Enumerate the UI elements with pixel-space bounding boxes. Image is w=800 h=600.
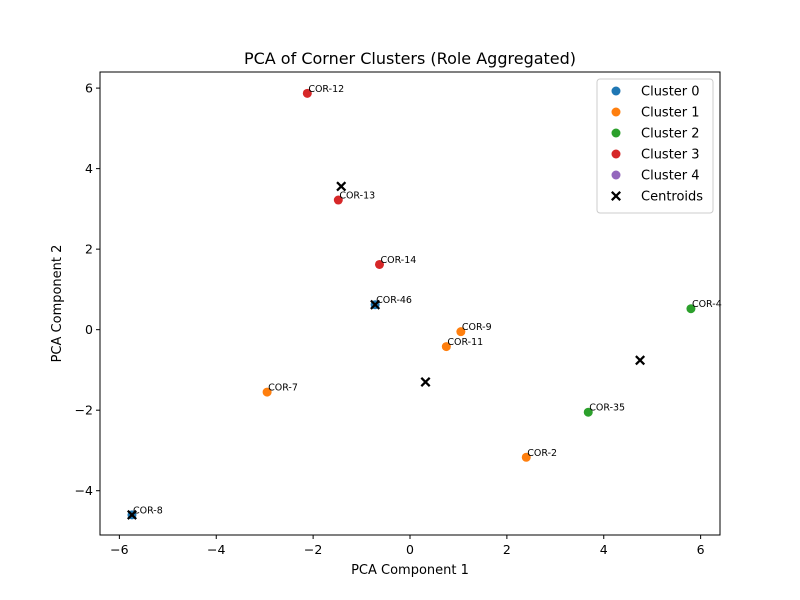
legend-entry: Cluster 4	[641, 169, 700, 184]
legend-marker	[611, 191, 621, 201]
cluster-1-point	[262, 387, 272, 397]
legend-marker	[611, 170, 621, 180]
point-label: COR-4	[692, 299, 722, 310]
data-points: COR-8 COR-46 COR-7 COR-11 COR-9 COR-2 COR-35 CO…	[126, 84, 722, 520]
y-tick-label: 2	[85, 242, 93, 257]
point-label: COR-2	[527, 448, 557, 459]
legend-entry: Cluster 0	[641, 85, 700, 100]
legend-entry: Cluster 1	[641, 106, 700, 121]
centroid-marker	[370, 299, 381, 310]
legend-marker	[611, 86, 621, 96]
x-axis-label: PCA Component 1	[351, 563, 469, 578]
x-tick-label: 6	[697, 542, 705, 557]
cluster-1-point	[521, 452, 531, 462]
cluster-3-point	[374, 259, 384, 269]
legend: Cluster 0 Cluster 1 Cluster 2 Cluster 3 Clus…	[596, 78, 714, 214]
y-tick-label: −4	[75, 483, 93, 498]
point-label: COR-8	[133, 505, 163, 516]
x-tick-label: −4	[207, 542, 225, 557]
legend-entry: Centroids	[641, 190, 703, 205]
x-tick-label: 4	[600, 542, 608, 557]
point-label: COR-9	[462, 322, 492, 333]
point-label: COR-12	[308, 84, 344, 95]
x-tick-label: 0	[406, 542, 414, 557]
legend-entry: Cluster 3	[641, 148, 700, 163]
legend-marker	[611, 128, 621, 138]
point-label: COR-14	[380, 255, 416, 266]
point-label: COR-35	[589, 403, 625, 414]
centroid-marker	[420, 377, 431, 388]
centroid-marker	[126, 509, 137, 520]
point-label: COR-7	[268, 383, 298, 394]
legend-marker	[611, 149, 621, 159]
point-label: COR-11	[447, 337, 483, 348]
cluster-1-point	[456, 327, 466, 337]
y-tick-label: 0	[85, 322, 93, 337]
y-axis-label: PCA Component 2	[50, 245, 65, 363]
y-tick-label: 4	[85, 161, 93, 176]
centroid-marker	[635, 355, 646, 366]
y-tick-label: −2	[75, 403, 93, 418]
x-tick-label: 2	[503, 542, 511, 557]
cluster-3-point	[302, 88, 312, 98]
centroid-marker	[336, 181, 347, 192]
cluster-3-point	[333, 195, 343, 205]
cluster-2-point	[583, 407, 593, 417]
chart-title: PCA of Corner Clusters (Role Aggregated)	[244, 49, 576, 68]
axis-ticks: −6 −4 −2 0 2 4 6 −4 −2 0 2 4 6	[75, 81, 705, 557]
point-label: COR-46	[376, 295, 412, 306]
point-label: COR-13	[339, 191, 375, 202]
legend-entry: Cluster 2	[641, 127, 700, 142]
legend-marker	[611, 107, 621, 117]
y-tick-label: 6	[85, 81, 93, 96]
x-tick-label: −6	[110, 542, 128, 557]
legend-box	[596, 78, 714, 214]
cluster-2-point	[686, 304, 696, 314]
cluster-1-point	[441, 342, 451, 352]
x-tick-label: −2	[304, 542, 322, 557]
